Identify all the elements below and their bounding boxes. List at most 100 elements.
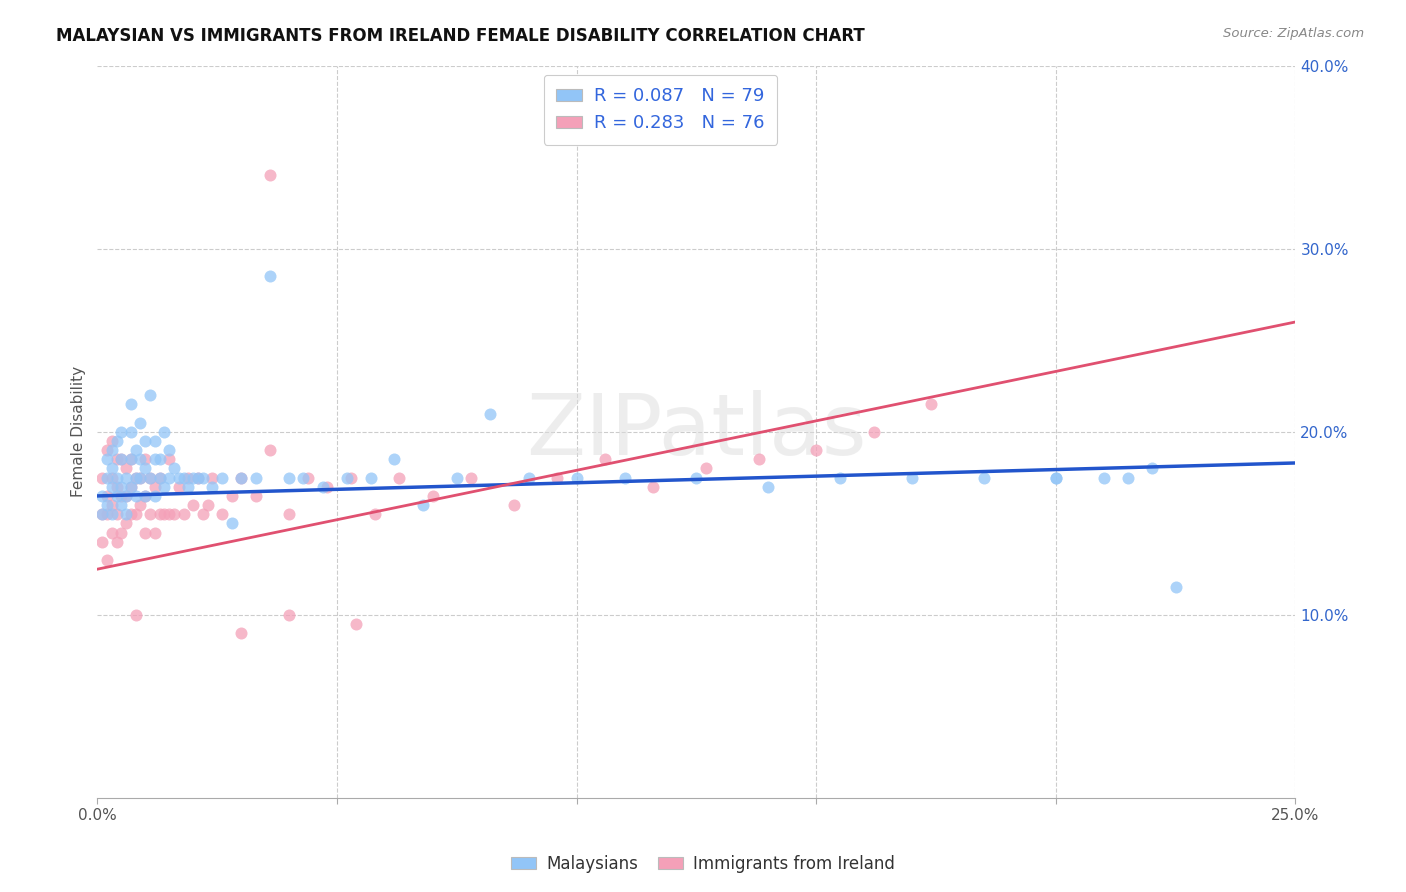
Point xyxy=(316,480,339,494)
Point xyxy=(134,525,156,540)
Text: Source: ZipAtlas.com: Source: ZipAtlas.com xyxy=(1223,27,1364,40)
Point xyxy=(115,489,138,503)
Point xyxy=(595,452,617,467)
Point xyxy=(100,525,122,540)
Point xyxy=(139,507,162,521)
Point xyxy=(96,553,118,567)
Point xyxy=(120,397,142,411)
Point xyxy=(1045,470,1067,484)
Point xyxy=(1045,470,1067,484)
Point xyxy=(384,452,406,467)
Point xyxy=(100,461,122,475)
Point xyxy=(129,452,152,467)
Point xyxy=(292,470,315,484)
Point xyxy=(364,507,387,521)
Point xyxy=(120,452,142,467)
Point xyxy=(125,470,148,484)
Point xyxy=(125,489,148,503)
Point xyxy=(221,516,243,531)
Point xyxy=(920,397,942,411)
Point xyxy=(388,470,411,484)
Point xyxy=(412,498,434,512)
Point xyxy=(129,470,152,484)
Point xyxy=(278,507,301,521)
Point xyxy=(105,452,128,467)
Point xyxy=(139,470,162,484)
Point xyxy=(259,443,281,458)
Point xyxy=(110,425,132,439)
Point xyxy=(259,169,281,183)
Point xyxy=(110,452,132,467)
Text: MALAYSIAN VS IMMIGRANTS FROM IRELAND FEMALE DISABILITY CORRELATION CHART: MALAYSIAN VS IMMIGRANTS FROM IRELAND FEM… xyxy=(56,27,865,45)
Point xyxy=(229,626,252,640)
Point xyxy=(105,489,128,503)
Point xyxy=(91,507,114,521)
Point xyxy=(125,443,148,458)
Point xyxy=(360,470,382,484)
Point xyxy=(110,525,132,540)
Point xyxy=(1092,470,1115,484)
Point xyxy=(278,607,301,622)
Point xyxy=(139,470,162,484)
Point xyxy=(446,470,468,484)
Point xyxy=(173,470,195,484)
Point xyxy=(973,470,995,484)
Point xyxy=(335,470,357,484)
Point xyxy=(149,470,172,484)
Point xyxy=(143,489,166,503)
Point xyxy=(110,489,132,503)
Point xyxy=(110,480,132,494)
Point xyxy=(643,480,665,494)
Point xyxy=(91,534,114,549)
Point xyxy=(100,507,122,521)
Point xyxy=(153,425,176,439)
Point xyxy=(153,507,176,521)
Point xyxy=(229,470,252,484)
Point xyxy=(197,498,219,512)
Point xyxy=(901,470,924,484)
Legend: Malaysians, Immigrants from Ireland: Malaysians, Immigrants from Ireland xyxy=(505,848,901,880)
Point xyxy=(830,470,852,484)
Point xyxy=(149,507,172,521)
Point xyxy=(201,480,224,494)
Point xyxy=(479,407,502,421)
Point xyxy=(100,498,122,512)
Point xyxy=(134,489,156,503)
Point xyxy=(115,461,138,475)
Point xyxy=(167,470,190,484)
Point xyxy=(862,425,884,439)
Point xyxy=(163,507,186,521)
Point xyxy=(517,470,540,484)
Point xyxy=(297,470,319,484)
Point xyxy=(143,480,166,494)
Point xyxy=(344,617,367,632)
Point xyxy=(546,470,568,484)
Point xyxy=(695,461,717,475)
Point xyxy=(115,489,138,503)
Point xyxy=(115,507,138,521)
Point xyxy=(120,480,142,494)
Point xyxy=(311,480,333,494)
Point xyxy=(245,470,267,484)
Point xyxy=(96,443,118,458)
Point xyxy=(105,507,128,521)
Point xyxy=(191,470,214,484)
Point xyxy=(105,470,128,484)
Point xyxy=(221,489,243,503)
Point xyxy=(129,498,152,512)
Point xyxy=(422,489,444,503)
Point xyxy=(163,461,186,475)
Point xyxy=(149,452,172,467)
Point xyxy=(91,489,114,503)
Point xyxy=(91,470,114,484)
Point xyxy=(96,498,118,512)
Point xyxy=(756,480,779,494)
Point xyxy=(100,434,122,448)
Point xyxy=(685,470,707,484)
Point xyxy=(125,607,148,622)
Legend: R = 0.087   N = 79, R = 0.283   N = 76: R = 0.087 N = 79, R = 0.283 N = 76 xyxy=(544,75,778,145)
Point xyxy=(134,489,156,503)
Point xyxy=(565,470,588,484)
Point xyxy=(120,425,142,439)
Point xyxy=(149,470,172,484)
